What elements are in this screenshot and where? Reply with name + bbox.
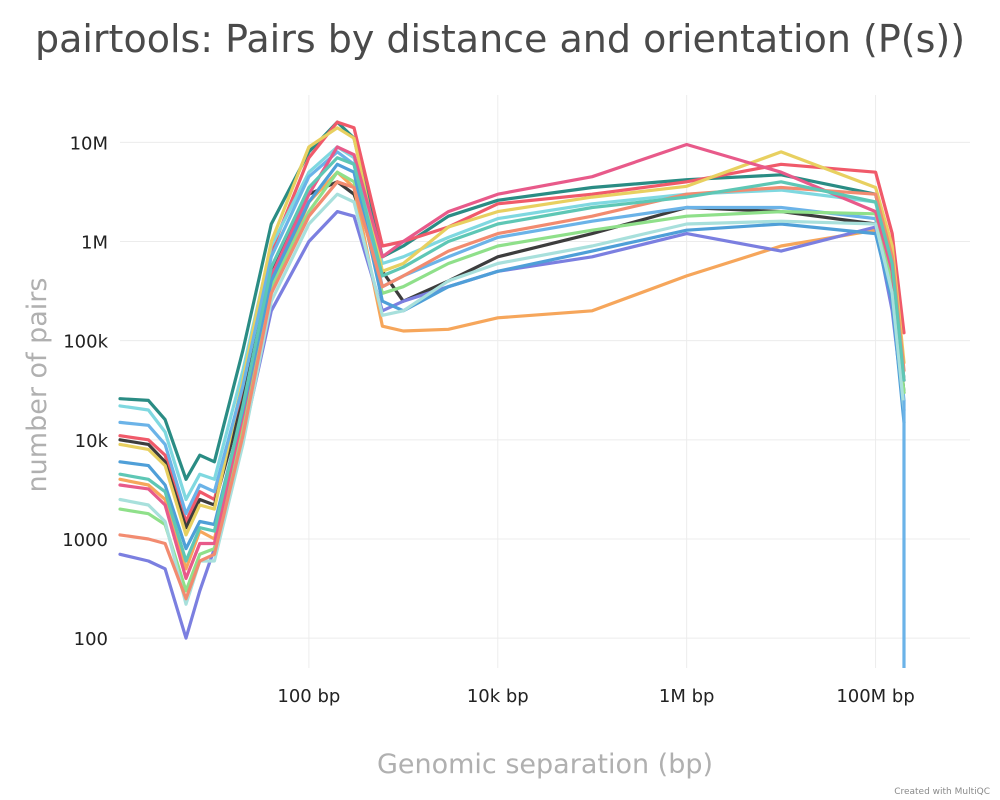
- y-tick-label: 10M: [70, 133, 108, 154]
- y-gridlines: [120, 141, 970, 639]
- x-tick-labels: 100 bp 10k bp 1M bp 100M bp: [277, 686, 914, 707]
- y-tick-labels: 100 1000 10k 100k 1M 10M: [62, 133, 108, 650]
- x-tick-label: 1M bp: [659, 686, 715, 707]
- series-layer: [118, 120, 906, 668]
- x-gridlines: [308, 95, 877, 668]
- y-tick-label: 1M: [81, 232, 108, 253]
- series-line-sample_05[interactable]: [118, 210, 906, 640]
- x-tick-label: 10k bp: [467, 686, 529, 707]
- multiqc-credit[interactable]: Created with MultiQC: [894, 787, 990, 797]
- chart-title: pairtools: Pairs by distance and orienta…: [35, 17, 965, 61]
- series-line-sample_13[interactable]: [118, 180, 906, 601]
- y-tick-label: 100: [74, 629, 108, 650]
- y-tick-label: 10k: [75, 431, 109, 452]
- x-axis-title: Genomic separation (bp): [377, 749, 713, 780]
- y-axis-title: number of pairs: [22, 278, 53, 493]
- series-line-sample_09[interactable]: [118, 170, 906, 593]
- series-line-sample_14[interactable]: [118, 156, 906, 563]
- series-line-sample_11[interactable]: [118, 162, 906, 551]
- series-line-sample_02[interactable]: [118, 120, 906, 524]
- series-line-sample_10[interactable]: [118, 142, 906, 581]
- x-tick-label: 100M bp: [836, 686, 914, 707]
- y-tick-label: 1000: [62, 530, 108, 551]
- x-tick-label: 100 bp: [277, 686, 340, 707]
- y-tick-label: 100k: [63, 332, 108, 353]
